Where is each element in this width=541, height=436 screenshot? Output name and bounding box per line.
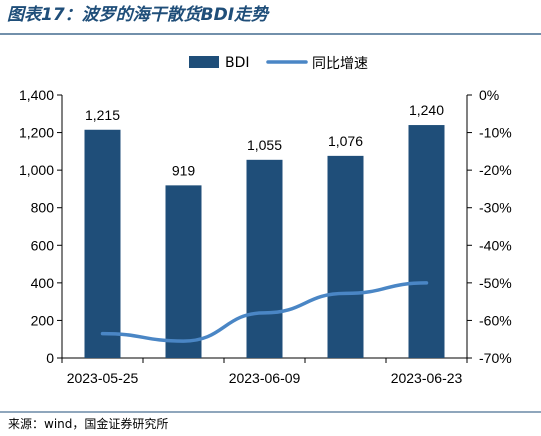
- right-axis-tick-label: -40%: [479, 237, 512, 253]
- left-axis-ticks: 0 200 400 600 800 1,000 1,200 1,400: [19, 87, 62, 366]
- legend-swatch-bdi: [189, 56, 219, 68]
- left-axis-tick-label: 1,400: [19, 87, 54, 103]
- bar: [165, 185, 202, 358]
- bar: [327, 155, 364, 358]
- source-note: 来源：wind，国金证券研究所: [8, 416, 168, 431]
- bar-series-bdi: [84, 125, 445, 358]
- left-axis-tick-label: 0: [46, 350, 54, 366]
- line-series-yoy: [100, 281, 429, 343]
- x-axis-tick-label: 2023-06-09: [229, 370, 301, 386]
- left-axis-tick-label: 400: [31, 275, 55, 291]
- x-axis-tick-label: 2023-06-23: [391, 370, 463, 386]
- right-axis-tick-label: 0%: [479, 87, 499, 103]
- left-axis-tick-label: 600: [31, 237, 55, 253]
- right-axis-tick-label: -30%: [479, 200, 512, 216]
- bar-data-label: 1,215: [85, 107, 120, 123]
- legend: BDI 同比增速: [189, 55, 368, 72]
- line-path-yoy: [100, 281, 429, 343]
- bar-data-label: 1,076: [328, 133, 363, 149]
- legend-label-bdi: BDI: [225, 55, 250, 71]
- x-axis-tick-label: 2023-05-25: [67, 370, 139, 386]
- left-axis-tick-label: 1,200: [19, 125, 54, 141]
- bar-data-label: 1,240: [409, 102, 444, 118]
- bar: [84, 129, 121, 358]
- legend-label-yoy: 同比增速: [312, 56, 368, 72]
- right-axis-tick-label: -20%: [479, 162, 512, 178]
- bar-data-label: 1,055: [247, 137, 282, 153]
- right-axis-tick-label: -70%: [479, 350, 512, 366]
- left-axis-tick-label: 200: [31, 312, 55, 328]
- bar: [246, 159, 283, 358]
- right-axis-tick-label: -60%: [479, 312, 512, 328]
- right-axis-ticks: 0% -10% -20% -30% -40% -50% -60% -70%: [467, 87, 512, 366]
- bar-data-labels: 1,215 919 1,055 1,076 1,240: [85, 102, 444, 178]
- left-axis-tick-label: 800: [31, 200, 55, 216]
- right-axis-tick-label: -50%: [479, 275, 512, 291]
- right-axis-tick-label: -10%: [479, 125, 512, 141]
- chart-title: 图表17：波罗的海干散货BDI走势: [7, 5, 270, 25]
- bar: [408, 125, 445, 358]
- left-axis-tick-label: 1,000: [19, 162, 54, 178]
- x-axis-ticks: 2023-05-25 2023-06-09 2023-06-23: [61, 358, 468, 386]
- bar-data-label: 919: [172, 162, 196, 178]
